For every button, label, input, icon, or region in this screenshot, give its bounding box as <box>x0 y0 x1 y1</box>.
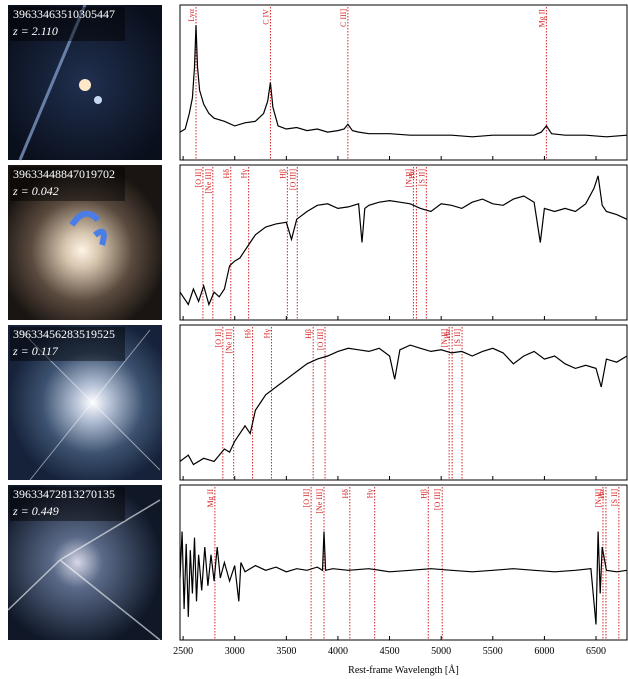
cutout-images <box>8 5 162 640</box>
emission-line-label: [Ne III] <box>204 169 213 194</box>
emission-line-label: Hδ <box>244 329 253 339</box>
emission-line-label: [S II] <box>453 329 462 346</box>
emission-line-label: Hβ <box>278 169 287 179</box>
emission-line-label: Hγ <box>366 489 375 499</box>
emission-line-label: Hα <box>407 168 416 179</box>
x-tick-label: 3500 <box>276 646 296 657</box>
emission-line-label: Hβ <box>304 329 313 339</box>
spectrum <box>180 176 627 305</box>
image <box>94 96 102 104</box>
emission-line-label: Hγ <box>240 169 249 179</box>
x-tick-label: 5500 <box>483 646 503 657</box>
x-tick-label: 5000 <box>431 646 451 657</box>
emission-line-label: [O III] <box>316 329 325 350</box>
object-id: 39633463510305447 <box>13 7 115 21</box>
emission-line-label: C III] <box>339 9 348 27</box>
emission-line-label: [Ne III] <box>225 329 234 354</box>
spectrum <box>180 25 627 137</box>
x-axis-label: Rest-frame Wavelength [Å] <box>348 664 459 676</box>
emission-line-label: Hα <box>443 328 452 339</box>
emission-line-label: [O II] <box>214 329 223 348</box>
x-tick-label: 4000 <box>328 646 348 657</box>
emission-line-label: C IV <box>261 9 270 25</box>
emission-line-label: Hδ <box>341 489 350 499</box>
emission-line-label: [S II] <box>610 489 619 506</box>
x-tick-label: 3000 <box>225 646 245 657</box>
x-tick-label: 6000 <box>534 646 554 657</box>
x-tick-label: 6500 <box>586 646 606 657</box>
emission-line-label: Hγ <box>262 329 271 339</box>
redshift: z = 0.117 <box>12 344 59 358</box>
emission-line-label: [O III] <box>288 169 297 190</box>
emission-line-label: [O II] <box>194 169 203 188</box>
emission-line-label: Hδ <box>222 169 231 179</box>
emission-line-label: [O II] <box>302 489 311 508</box>
image <box>79 79 91 91</box>
emission-line-label: Hα <box>597 488 606 499</box>
emission-line-label: [O III] <box>433 489 442 510</box>
figure: Lyα C IV C III] Mg II 39633463510305447 z = 2… <box>0 0 628 679</box>
panel-frame <box>180 5 627 160</box>
redshift: z = 0.449 <box>12 504 59 518</box>
object-id: 39633448847019702 <box>13 167 115 181</box>
redshift: z = 2.110 <box>12 24 58 38</box>
panel-frame <box>180 485 627 640</box>
emission-line-label: Mg II <box>537 9 546 28</box>
x-tick-label: 4500 <box>380 646 400 657</box>
object-id: 39633456283519525 <box>13 327 115 341</box>
x-tick-label: 2500 <box>173 646 193 657</box>
redshift: z = 0.042 <box>12 184 59 198</box>
object-id: 39633472813270135 <box>13 487 115 501</box>
emission-line-label: [Ne III] <box>315 489 324 514</box>
emission-line-label: Mg II <box>206 489 215 508</box>
emission-line-label: Lyα <box>187 8 196 21</box>
spectrum <box>180 532 627 625</box>
spectrum <box>180 345 627 464</box>
emission-line-label: [S II] <box>417 169 426 186</box>
emission-line-label: Hβ <box>419 489 428 499</box>
